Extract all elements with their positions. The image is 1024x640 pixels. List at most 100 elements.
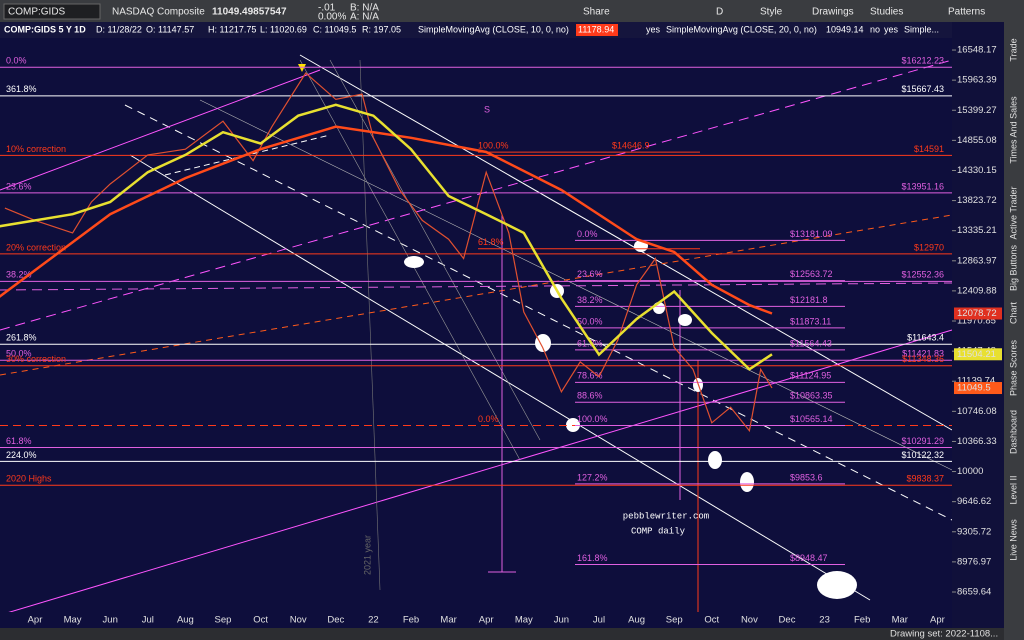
- last-price: 11049.49857547: [212, 7, 287, 18]
- y-tick-label: 10366.33: [957, 436, 997, 447]
- instrument-name: NASDAQ Composite: [112, 7, 205, 18]
- retracement-label: 127.2%: [577, 472, 608, 482]
- ui: COMP:GIDS NASDAQ Composite 11049.49857547 -…: [4, 3, 1018, 640]
- toolbar: [0, 0, 1024, 22]
- retracement-price: $9853.6: [790, 472, 823, 482]
- price-tag: [954, 307, 1002, 320]
- level-label: 30% correction: [6, 354, 66, 364]
- side-tab[interactable]: Chart: [1008, 302, 1018, 325]
- side-tab[interactable]: Active Trader: [1008, 186, 1018, 239]
- retracement-price: $8948.47: [790, 553, 828, 563]
- toolbar-button[interactable]: Style: [760, 7, 783, 18]
- x-tick-label: May: [515, 615, 533, 626]
- y-tick-label: 15963.39: [957, 75, 997, 86]
- drawing-set[interactable]: Drawing set: 2022-1108...: [890, 629, 998, 640]
- toolbar-button[interactable]: Drawings: [812, 7, 854, 18]
- sma-label: Simple...: [904, 24, 939, 34]
- ohlc-item: C: 11049.5: [313, 24, 356, 34]
- fib-price: $14646.9: [612, 141, 650, 151]
- toolbar-button[interactable]: Studies: [870, 7, 903, 18]
- sma-value: 10949.14: [826, 24, 864, 34]
- toolbar-button[interactable]: Share: [583, 7, 610, 18]
- side-tab[interactable]: Trade: [1008, 38, 1018, 61]
- sma-flag: yes: [646, 24, 661, 34]
- x-tick-label: Sep: [666, 615, 683, 626]
- level-label: 10% correction: [6, 144, 66, 154]
- retracement-label: 100.0%: [577, 414, 608, 424]
- x-tick-label: Apr: [28, 615, 43, 626]
- price-tag-label: 11049.5: [957, 383, 991, 394]
- x-tick-label: Oct: [704, 615, 719, 626]
- level-price: $11643.4: [907, 333, 944, 343]
- toolbar-button[interactable]: D: [716, 7, 723, 18]
- ask: A: N/A: [350, 12, 379, 23]
- retracement-label: 161.8%: [577, 553, 608, 563]
- price-tag-label: 12078.72: [957, 308, 997, 319]
- level-label: 261.8%: [6, 333, 37, 343]
- price-tag: [954, 382, 1002, 395]
- retracement-label: 38.2%: [577, 295, 603, 305]
- retracement-label: 88.6%: [577, 391, 603, 401]
- change: -.01: [318, 3, 336, 14]
- info-bar: [0, 22, 952, 38]
- side-tab[interactable]: Big Buttons: [1008, 244, 1018, 291]
- ohlc-item: R: 197.05: [362, 24, 401, 34]
- level-price: $9838.37: [906, 474, 944, 484]
- sma-value: 11178.94: [578, 24, 614, 34]
- side-tab[interactable]: Level II: [1008, 475, 1018, 504]
- x-tick-label: May: [64, 615, 82, 626]
- y-tick-label: 14855.08: [957, 135, 997, 146]
- symbol-input[interactable]: [3, 3, 101, 20]
- y-tick-label: 15399.27: [957, 105, 997, 116]
- price-tag: [954, 348, 1002, 361]
- retracement-label: 0.0%: [577, 229, 598, 239]
- y-tick-label: 9305.72: [957, 526, 991, 537]
- side-tab[interactable]: Live News: [1008, 519, 1018, 561]
- plot: 0.0% $16212.23 361.8% $15667.43 10% correcti…: [0, 56, 952, 575]
- x-tick-label: 22: [368, 615, 379, 626]
- x-tick-label: Jul: [142, 615, 154, 626]
- watermark: COMP daily: [631, 526, 686, 536]
- x-tick-label: Nov: [741, 615, 758, 626]
- symbol[interactable]: COMP:GIDS: [8, 7, 66, 18]
- level-label: 361.8%: [6, 84, 37, 94]
- change-pct: 0.00%: [318, 12, 346, 23]
- level-price: $12552.36: [901, 270, 944, 280]
- x-tick-label: Jun: [554, 615, 569, 626]
- year-label: 2021 year: [362, 535, 372, 575]
- side-tab[interactable]: Dashboard: [1008, 410, 1018, 454]
- price-tag-label: 11504.21: [957, 349, 996, 360]
- sma-label: SimpleMovingAvg (CLOSE, 10, 0, no): [418, 24, 569, 34]
- level-label: 20% correction: [6, 242, 66, 252]
- status-bar: [0, 628, 1004, 640]
- retracement-label: 50.0%: [577, 316, 603, 326]
- ohlc-item: L: 11020.69: [260, 24, 307, 34]
- side-tab[interactable]: Phase Scores: [1008, 339, 1018, 396]
- x-tick-label: 23: [819, 615, 830, 626]
- retracement-price: $11873.11: [790, 316, 831, 326]
- level-label: 38.2%: [6, 270, 32, 280]
- retracement-label: 78.6%: [577, 371, 603, 381]
- level-price: $10291.29: [901, 436, 944, 446]
- sma-flag: no: [870, 24, 880, 34]
- side-tab[interactable]: Times And Sales: [1008, 96, 1018, 164]
- toolbar-button[interactable]: Patterns: [948, 7, 985, 18]
- level-price: $14591: [914, 144, 944, 154]
- x-tick-label: Aug: [628, 615, 645, 626]
- y-tick-label: 11139.74: [957, 376, 995, 387]
- fib-label: 61.8%: [478, 237, 504, 247]
- x-tick-label: Aug: [177, 615, 194, 626]
- ohlc-item: H: 11217.75: [208, 24, 256, 34]
- level-price: $13951.16: [901, 181, 944, 191]
- retracement-price: $12563.72: [790, 269, 833, 279]
- x-tick-label: Dec: [327, 615, 344, 626]
- x-tick-label: Feb: [403, 615, 419, 626]
- x-tick-label: Mar: [440, 615, 456, 626]
- retracement-price: $11564.43: [790, 338, 832, 348]
- level-price: $12970: [914, 242, 944, 252]
- retracement-label: 23.6%: [577, 269, 603, 279]
- x-tick-label: Feb: [854, 615, 870, 626]
- sma-label: SimpleMovingAvg (CLOSE, 20, 0, no): [666, 24, 817, 34]
